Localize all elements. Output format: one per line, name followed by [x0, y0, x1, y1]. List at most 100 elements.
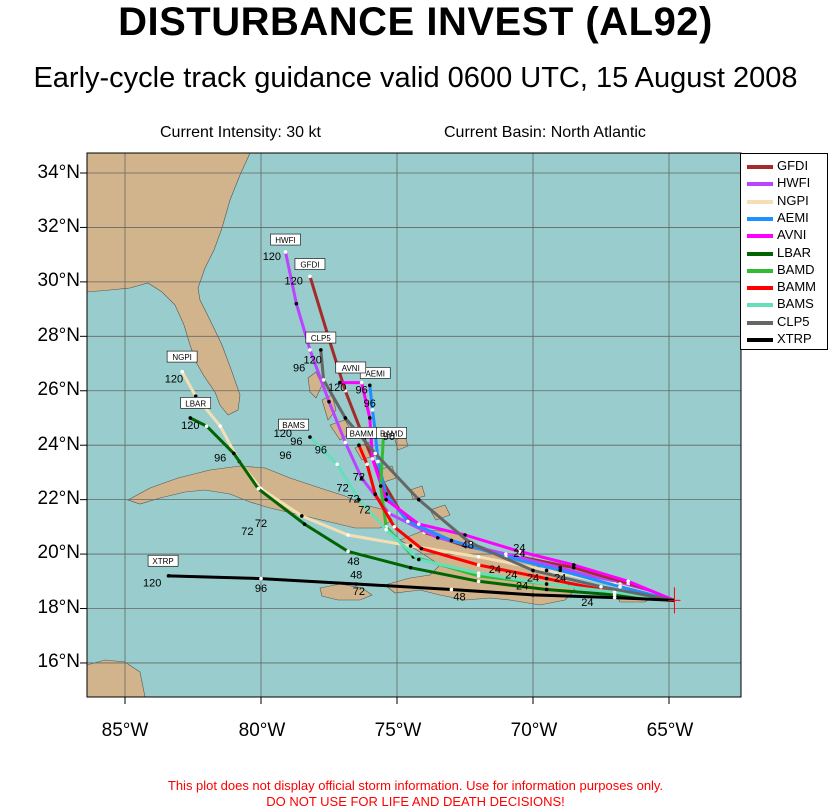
model-tag-box: [335, 361, 367, 374]
lat-label: 22°N: [37, 488, 80, 509]
track-ngpi: [180, 370, 675, 602]
forecast-hour-label: 48: [453, 591, 465, 603]
central-america-land: [87, 659, 146, 697]
legend-label: CLP5: [777, 313, 810, 329]
legend-item-lbar: LBAR: [741, 245, 827, 262]
forecast-hour-label: 24: [489, 564, 501, 576]
grid-layer: [80, 153, 741, 704]
disclaimer-line-1: This plot does not display official stor…: [167, 778, 664, 793]
track-point: [392, 525, 397, 529]
legend-label: XTRP: [777, 331, 812, 346]
track-point: [354, 582, 359, 586]
model-tag-label: AVNI: [342, 364, 360, 373]
tracks-layer: [166, 250, 675, 602]
track-point: [449, 587, 454, 592]
legend-label: BAMD: [777, 261, 815, 277]
forecast-hour-label: 72: [336, 482, 348, 494]
forecast-hour-label: 48: [462, 540, 474, 552]
track-point: [544, 587, 549, 592]
track-point: [612, 590, 617, 594]
legend-item-hwfi: HWFI: [741, 175, 827, 192]
lat-label: 18°N: [37, 597, 80, 618]
forecast-hour-label: 96: [214, 453, 226, 465]
legend-item-bams: BAMS: [741, 296, 827, 313]
legend-item-gfdi: GFDI: [741, 158, 827, 175]
legend-item-bamd: BAMD: [741, 262, 827, 279]
forecast-hour-label: 72: [353, 586, 365, 598]
legend-item-clp5: CLP5: [741, 314, 827, 331]
track-point: [308, 274, 312, 279]
legend-swatch: [747, 268, 773, 273]
model-tag-box: [278, 418, 309, 431]
forecast-hour-label: 120: [284, 276, 302, 288]
forecast-hour-label: 120: [143, 578, 161, 590]
track-point: [308, 435, 312, 439]
forecast-hour-label: 120: [328, 382, 346, 394]
map-frame: [86, 152, 742, 698]
forecast-hour-label: 24: [513, 548, 525, 560]
lon-label: 80°W: [238, 720, 286, 741]
legend-swatch: [747, 199, 773, 204]
track-point: [259, 576, 263, 581]
lon-label: 75°W: [374, 720, 422, 741]
model-tag-box: [147, 554, 179, 567]
track-point: [357, 443, 361, 448]
model-tag-label: LBAR: [185, 399, 206, 408]
track-point: [346, 533, 350, 537]
track-point: [419, 546, 424, 551]
forecast-hour-label: 96: [293, 363, 305, 375]
forecast-hour-label: 120: [263, 251, 281, 263]
model-tag-box: [166, 350, 198, 363]
forecast-hour-label: 72: [347, 493, 359, 505]
track-point: [517, 549, 522, 554]
labels-layer: GFDI 24 120 HWFI 120 NGPI 120 AEMI 96 AVNI 24 120 LB…: [143, 233, 681, 614]
forecast-hour-label: 72: [353, 472, 365, 484]
track-point: [436, 535, 440, 540]
forecast-hour-label: 48: [347, 556, 359, 568]
track-point: [384, 497, 388, 502]
track-point: [368, 416, 372, 420]
track-point: [370, 457, 375, 461]
forecast-hour-label: 24: [554, 572, 566, 584]
forecast-hour-label: 96: [290, 436, 302, 448]
legend-swatch: [747, 165, 773, 169]
disclaimer-line-2: DO NOT USE FOR LIFE AND DEATH DECISIONS!: [266, 794, 565, 809]
forecast-hour-label: 96: [255, 583, 267, 595]
track-point: [378, 484, 383, 488]
track-point: [321, 378, 326, 382]
track-point: [218, 424, 222, 428]
track-point: [204, 424, 209, 428]
lat-label: 26°N: [37, 379, 80, 400]
current-intensity: Current Intensity: 30 kt: [160, 124, 321, 141]
model-tag-label: HWFI: [275, 236, 295, 245]
lat-label: 30°N: [37, 270, 80, 291]
track-point: [232, 451, 236, 456]
legend: GFDI HWFI NGPI AEMI AVNI LBAR BAMD BAMM BAMS CLP5…: [740, 153, 828, 350]
track-point: [346, 549, 350, 554]
chart-title: DISTURBANCE INVEST (AL92): [118, 0, 713, 44]
track-point: [468, 541, 473, 545]
legend-swatch: [747, 182, 773, 187]
forecast-hour-label: 120: [165, 374, 183, 386]
forecast-hour-label: 72: [241, 526, 253, 538]
legend-swatch: [747, 251, 773, 256]
legend-swatch: [747, 286, 773, 291]
forecast-hour-label: 72: [255, 518, 267, 530]
track-point: [335, 462, 339, 467]
legend-label: HWFI: [777, 175, 811, 191]
legend-label: AVNI: [777, 227, 807, 243]
track-point: [365, 462, 369, 467]
lon-label: 65°W: [646, 720, 694, 741]
forecast-hour-label: 96: [279, 450, 291, 462]
track-point: [376, 459, 380, 464]
chart-subtitle: Early-cycle track guidance valid 0600 UT…: [33, 62, 798, 94]
track-point: [544, 568, 549, 573]
track-point: [327, 399, 331, 404]
us-southeast-land: [87, 153, 251, 416]
track-point: [319, 348, 323, 352]
legend-swatch: [747, 320, 773, 325]
track-point: [188, 416, 193, 420]
track-point: [599, 584, 603, 589]
track-point: [572, 563, 576, 567]
